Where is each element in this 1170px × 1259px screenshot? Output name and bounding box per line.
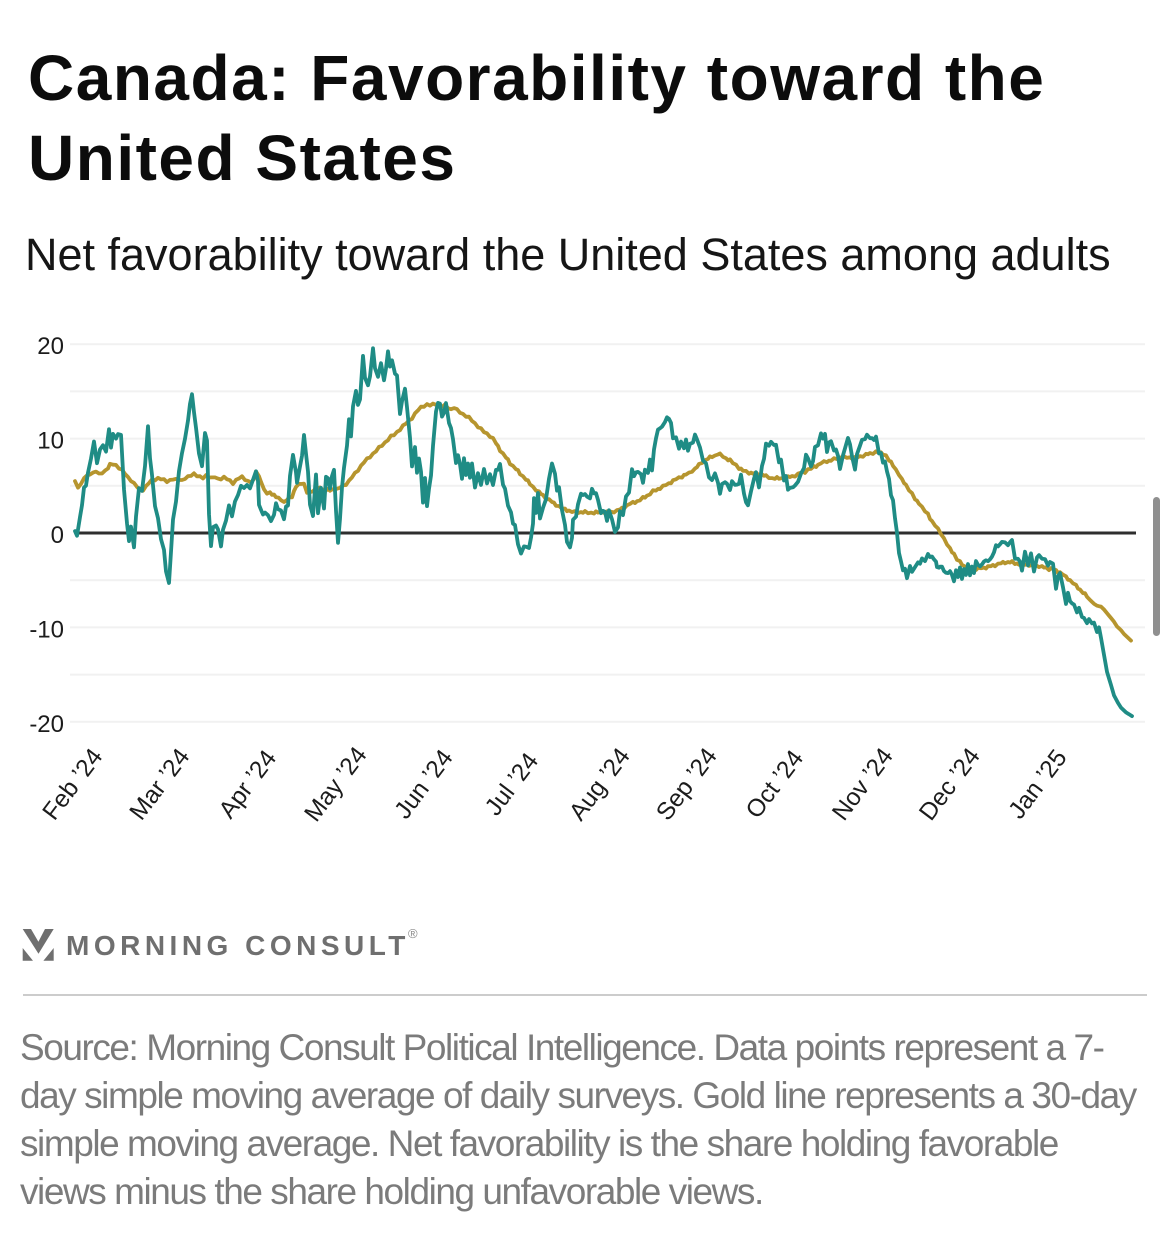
svg-text:Aug ’24: Aug ’24 [564,743,636,826]
svg-text:Sep ’24: Sep ’24 [651,743,723,826]
svg-text:-10: -10 [29,616,64,643]
svg-text:May ’24: May ’24 [299,742,372,827]
svg-text:Nov ’24: Nov ’24 [827,743,899,826]
svg-text:Dec ’24: Dec ’24 [914,743,986,826]
svg-text:20: 20 [37,333,64,360]
svg-text:-20: -20 [29,711,64,738]
svg-text:Apr ’24: Apr ’24 [214,745,282,823]
svg-text:Feb ’24: Feb ’24 [38,744,109,826]
svg-text:®: ® [408,926,418,941]
svg-text:Oct ’24: Oct ’24 [741,745,809,823]
svg-text:Mar ’24: Mar ’24 [125,744,196,826]
svg-text:Jan ’25: Jan ’25 [1003,745,1072,824]
svg-text:Jul ’24: Jul ’24 [480,748,544,821]
svg-text:0: 0 [51,522,64,549]
svg-text:MORNING CONSULT: MORNING CONSULT [66,930,410,961]
svg-text:Jun ’24: Jun ’24 [389,745,458,824]
svg-text:10: 10 [37,428,64,455]
